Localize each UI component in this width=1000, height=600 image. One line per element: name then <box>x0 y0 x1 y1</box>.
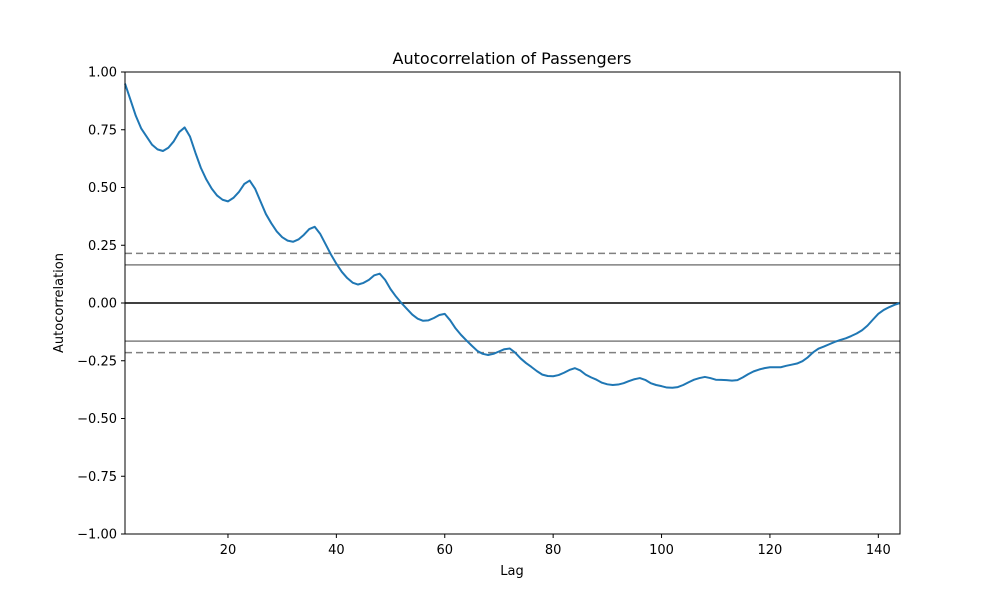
y-tick-label: 1.00 <box>88 66 117 81</box>
x-tick-label: 100 <box>649 543 674 558</box>
x-tick-label: 20 <box>220 543 237 558</box>
x-tick-label: 80 <box>545 543 562 558</box>
series-layer <box>124 83 901 389</box>
x-axis-label: Lag <box>500 564 523 579</box>
autocorrelation-line <box>124 83 901 389</box>
y-tick-label: −1.00 <box>77 528 117 543</box>
y-tick-label: 0.75 <box>88 123 117 138</box>
y-axis-ticks: −1.00 −0.75 −0.50 −0.25 0.00 0.25 0.50 0.75 1.00 <box>77 66 125 543</box>
x-tick-label: 120 <box>758 543 783 558</box>
y-tick-label: −0.75 <box>77 470 117 485</box>
y-tick-label: 0.50 <box>88 181 117 196</box>
chart-title: Autocorrelation of Passengers <box>393 49 632 68</box>
y-tick-label: −0.25 <box>77 354 117 369</box>
y-tick-label: 0.00 <box>88 297 117 312</box>
x-tick-label: 40 <box>328 543 345 558</box>
x-axis-ticks: 20 40 60 80 100 120 140 <box>220 534 891 558</box>
y-tick-label: 0.25 <box>88 239 117 254</box>
y-axis-label: Autocorrelation <box>52 253 67 353</box>
y-tick-label: −0.50 <box>77 412 117 427</box>
x-tick-label: 60 <box>436 543 453 558</box>
x-tick-label: 140 <box>866 543 891 558</box>
confidence-lines <box>125 252 900 354</box>
